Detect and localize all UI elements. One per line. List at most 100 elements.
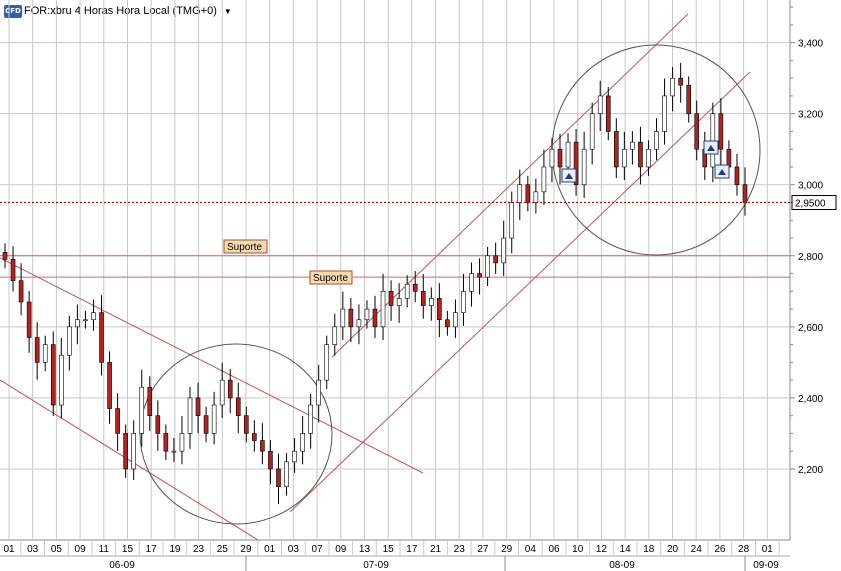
candle: [557, 133, 563, 185]
candle: [59, 337, 64, 419]
candle: [356, 304, 362, 345]
candle-body: [557, 148, 563, 168]
candle-body: [2, 251, 8, 260]
candle-body: [187, 397, 193, 434]
up-channel-upper: [331, 13, 689, 358]
x-tick-label: 07: [311, 544, 323, 555]
candle: [18, 263, 24, 316]
candle-body: [638, 141, 643, 168]
x-tick-label: 01: [3, 544, 15, 555]
caret-down-icon[interactable]: ▼: [223, 6, 232, 16]
candle: [235, 382, 241, 434]
y-tick-label: 2,400: [798, 394, 823, 405]
x-tick-label: 17: [406, 544, 418, 555]
candle: [292, 438, 297, 473]
candle-body: [437, 298, 442, 321]
candle-body: [195, 397, 201, 416]
candle-body: [525, 184, 531, 203]
candle: [734, 153, 740, 196]
candle: [115, 393, 120, 451]
x-tick-label: 05: [51, 544, 63, 555]
candle-body: [372, 308, 378, 328]
signal-arrow-icon: [718, 169, 726, 175]
candle: [187, 386, 193, 449]
candle-body: [10, 259, 16, 281]
candle: [26, 290, 32, 353]
candle-body: [742, 184, 748, 203]
candle: [332, 313, 338, 356]
y-tick-label: 2,800: [798, 252, 823, 263]
candle: [702, 131, 708, 181]
y-tick-label: 3,400: [798, 39, 823, 50]
candle-body: [260, 440, 265, 452]
candle: [364, 300, 370, 329]
y-tick-label: 2,200: [798, 465, 823, 476]
candle-body: [461, 291, 466, 313]
candle: [244, 406, 249, 443]
candle-body: [244, 415, 249, 434]
x-tick-label: 09: [335, 544, 347, 555]
candle-body: [605, 95, 611, 132]
x-tick-label: 25: [217, 544, 229, 555]
candle-body: [123, 433, 128, 470]
candle: [694, 100, 700, 161]
candle: [260, 423, 265, 465]
candle-body: [252, 433, 257, 441]
candle: [686, 76, 691, 123]
candle: [485, 246, 490, 286]
x-tick-label: 03: [288, 544, 300, 555]
candle: [461, 273, 466, 326]
candle: [91, 299, 96, 331]
candle-body: [163, 433, 169, 452]
candle: [75, 304, 80, 345]
candle: [372, 295, 378, 338]
candle-body: [26, 301, 32, 338]
x-tick-label: 29: [501, 544, 513, 555]
candle: [622, 131, 627, 181]
candle: [445, 310, 450, 336]
x-tick-label: 14: [620, 544, 632, 555]
candle-body: [501, 237, 506, 264]
candle-body: [565, 141, 571, 168]
x-tick-label: 09: [75, 544, 87, 555]
candle: [308, 393, 313, 449]
x-tick-label: 23: [193, 544, 205, 555]
candle-body: [726, 148, 732, 168]
signal-arrow-icon: [565, 173, 573, 179]
candle: [477, 258, 482, 295]
x-tick-label: 06: [548, 544, 560, 555]
x-tick-label: 12: [596, 544, 608, 555]
candle-body: [622, 148, 627, 168]
candle-body: [115, 408, 120, 434]
candle-body: [380, 291, 386, 328]
candle-body: [412, 283, 418, 292]
down-channel-upper: [0, 257, 424, 474]
support-label-box: [309, 270, 353, 285]
candle: [589, 102, 595, 165]
candle: [469, 262, 474, 307]
candle-body: [686, 84, 691, 114]
x-tick-label: 17: [146, 544, 158, 555]
candle-body: [589, 113, 595, 150]
candle-body: [654, 131, 659, 150]
candle: [533, 178, 539, 214]
candle-body: [227, 379, 233, 399]
x-tick-label: 26: [714, 544, 726, 555]
candle-body: [477, 273, 482, 278]
candle: [123, 424, 128, 478]
candle-body: [404, 283, 410, 299]
candle: [50, 331, 56, 417]
candle: [380, 273, 386, 340]
candle-body: [614, 131, 619, 168]
candle: [670, 67, 675, 112]
circle-bottom: [139, 343, 333, 525]
candle: [316, 364, 321, 423]
candle-body: [356, 319, 362, 328]
candle: [340, 291, 346, 340]
candle-body: [211, 404, 217, 434]
y-tick-label: 3,000: [798, 181, 823, 192]
candle: [396, 283, 402, 323]
candle-body: [147, 386, 153, 416]
candle: [718, 98, 724, 167]
